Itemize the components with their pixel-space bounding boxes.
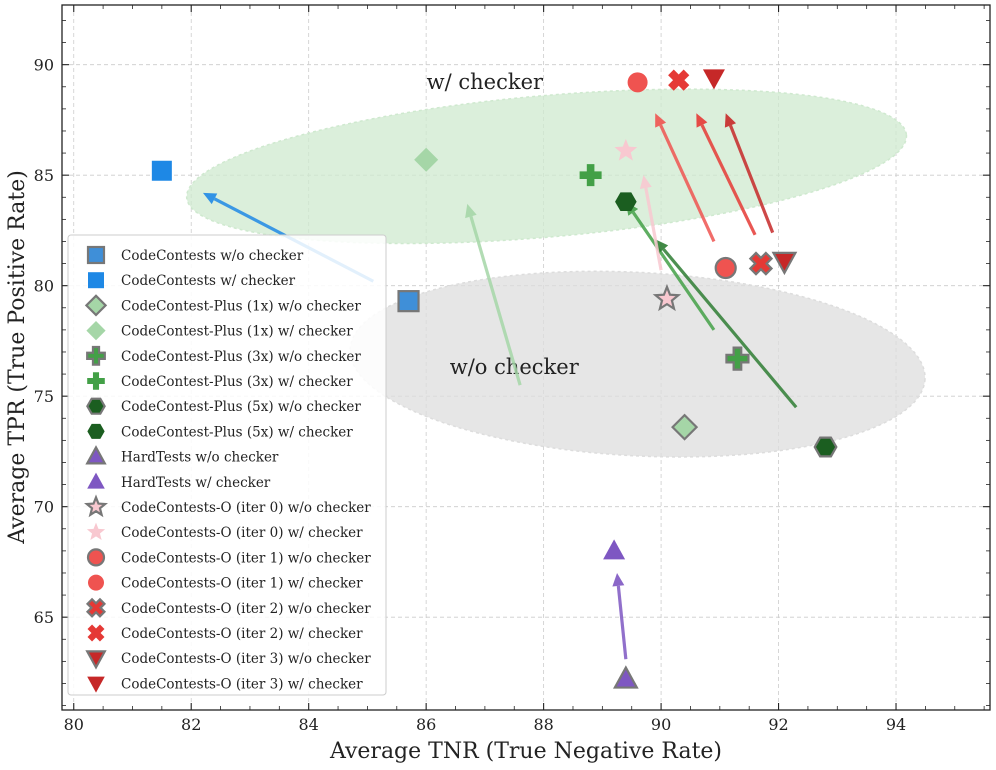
legend-label: CodeContests w/ checker xyxy=(121,273,296,289)
y-tick-label: 90 xyxy=(34,56,54,75)
trend-arrow-shaft xyxy=(644,187,663,271)
legend-marker xyxy=(87,624,105,642)
x-tick-label: 88 xyxy=(533,715,553,734)
region-ellipse xyxy=(349,270,926,458)
x-tick-label: 94 xyxy=(886,715,906,734)
legend-label: CodeContest-Plus (3x) w/o checker xyxy=(121,349,361,365)
legend-label: CodeContest-Plus (5x) w/o checker xyxy=(121,399,361,415)
trend-arrow-shaft xyxy=(659,124,716,243)
trend-arrow-head xyxy=(639,175,652,190)
data-point xyxy=(612,665,639,689)
tick-layer: 80 82 84 86 88 90 92 94 65 70 75 80 85 90 xyxy=(34,5,990,734)
data-point xyxy=(614,138,638,161)
point-layer xyxy=(151,69,838,689)
data-point xyxy=(725,346,750,371)
trend-arrow-shaft xyxy=(700,124,757,236)
data-point xyxy=(813,436,838,458)
x-tick-label: 82 xyxy=(181,715,201,734)
legend-box xyxy=(67,234,387,696)
x-tick-label: 92 xyxy=(768,715,788,734)
trend-arrow-head xyxy=(696,113,708,128)
data-point xyxy=(615,192,637,212)
trend-arrow-head xyxy=(612,572,625,587)
legend: CodeContests w/o checker CodeContests w/ … xyxy=(67,234,387,696)
x-tick-label: 86 xyxy=(416,715,436,734)
legend-label: HardTests w/o checker xyxy=(121,450,279,466)
x-axis-title: Average TNR (True Negative Rate) xyxy=(329,739,722,764)
legend-label: CodeContests-O (iter 2) w/ checker xyxy=(121,626,363,642)
legend-marker xyxy=(86,522,106,540)
region-ellipse xyxy=(185,88,908,245)
legend-label: CodeContests-O (iter 0) w/o checker xyxy=(121,500,371,516)
legend-label: CodeContest-Plus (3x) w/ checker xyxy=(121,374,353,390)
legend-marker xyxy=(86,548,106,567)
data-point xyxy=(748,251,774,276)
legend-marker xyxy=(87,372,105,390)
legend-marker xyxy=(85,597,107,618)
x-tick-label: 84 xyxy=(299,715,319,734)
legend-label: CodeContests-O (iter 1) w/o checker xyxy=(121,550,371,566)
trend-arrow-head xyxy=(724,113,737,128)
legend-marker xyxy=(86,397,106,415)
trend-arrow-shaft xyxy=(728,124,775,234)
trend-arrow-shaft xyxy=(631,211,716,331)
trend-arrow-shaft xyxy=(662,248,798,409)
data-point xyxy=(603,539,626,560)
y-axis-title: Average TPR (True Positive Rate) xyxy=(5,170,30,545)
legend-marker xyxy=(86,245,106,265)
legend-label: CodeContests w/o checker xyxy=(121,248,304,264)
legend-label: CodeContests-O (iter 0) w/ checker xyxy=(121,525,363,541)
legend-marker xyxy=(88,574,104,591)
legend-label: CodeContests-O (iter 2) w/o checker xyxy=(121,601,371,617)
y-tick-label: 85 xyxy=(34,166,54,185)
data-point xyxy=(714,256,737,280)
legend-marker xyxy=(88,272,104,289)
y-tick-label: 70 xyxy=(34,498,54,517)
legend-label: CodeContests-O (iter 3) w/ checker xyxy=(121,676,363,692)
data-point xyxy=(397,290,420,313)
data-point xyxy=(579,164,602,187)
legend-label: CodeContest-Plus (1x) w/o checker xyxy=(121,298,361,314)
data-point xyxy=(627,72,648,93)
legend-marker xyxy=(86,345,106,366)
data-point xyxy=(668,69,690,91)
trend-arrow-shaft xyxy=(469,215,522,386)
data-point xyxy=(414,147,439,172)
data-point xyxy=(652,283,682,312)
region-label: w/ checker xyxy=(427,70,544,94)
y-tick-label: 80 xyxy=(34,277,54,296)
legend-marker xyxy=(84,494,108,518)
legend-marker xyxy=(87,472,105,489)
legend-label: HardTests w/ checker xyxy=(121,475,271,491)
legend-marker xyxy=(86,321,106,341)
legend-label: CodeContests-O (iter 1) w/ checker xyxy=(121,576,363,592)
legend-label: CodeContest-Plus (5x) w/ checker xyxy=(121,424,353,440)
legend-marker xyxy=(85,445,107,465)
legend-marker xyxy=(84,294,108,317)
y-tick-label: 75 xyxy=(34,387,54,406)
plot-frame xyxy=(61,4,991,711)
data-point xyxy=(151,160,172,181)
legend-marker xyxy=(85,650,107,670)
x-tick-label: 80 xyxy=(64,715,84,734)
y-tick-label: 65 xyxy=(34,608,54,627)
trend-arrow-shaft xyxy=(616,585,628,660)
trend-arrow-head xyxy=(202,192,218,205)
trend-arrow-head xyxy=(465,203,477,219)
legend-label: CodeContest-Plus (1x) w/ checker xyxy=(121,324,353,340)
legend-marker xyxy=(87,676,105,693)
data-point xyxy=(671,413,699,441)
data-point xyxy=(771,251,798,276)
arrow-layer xyxy=(202,113,798,660)
legend-marker xyxy=(87,423,105,439)
x-tick-label: 90 xyxy=(651,715,671,734)
legend-label: CodeContests-O (iter 3) w/o checker xyxy=(121,651,371,667)
trend-arrow-head xyxy=(655,113,667,128)
data-point xyxy=(702,69,725,90)
